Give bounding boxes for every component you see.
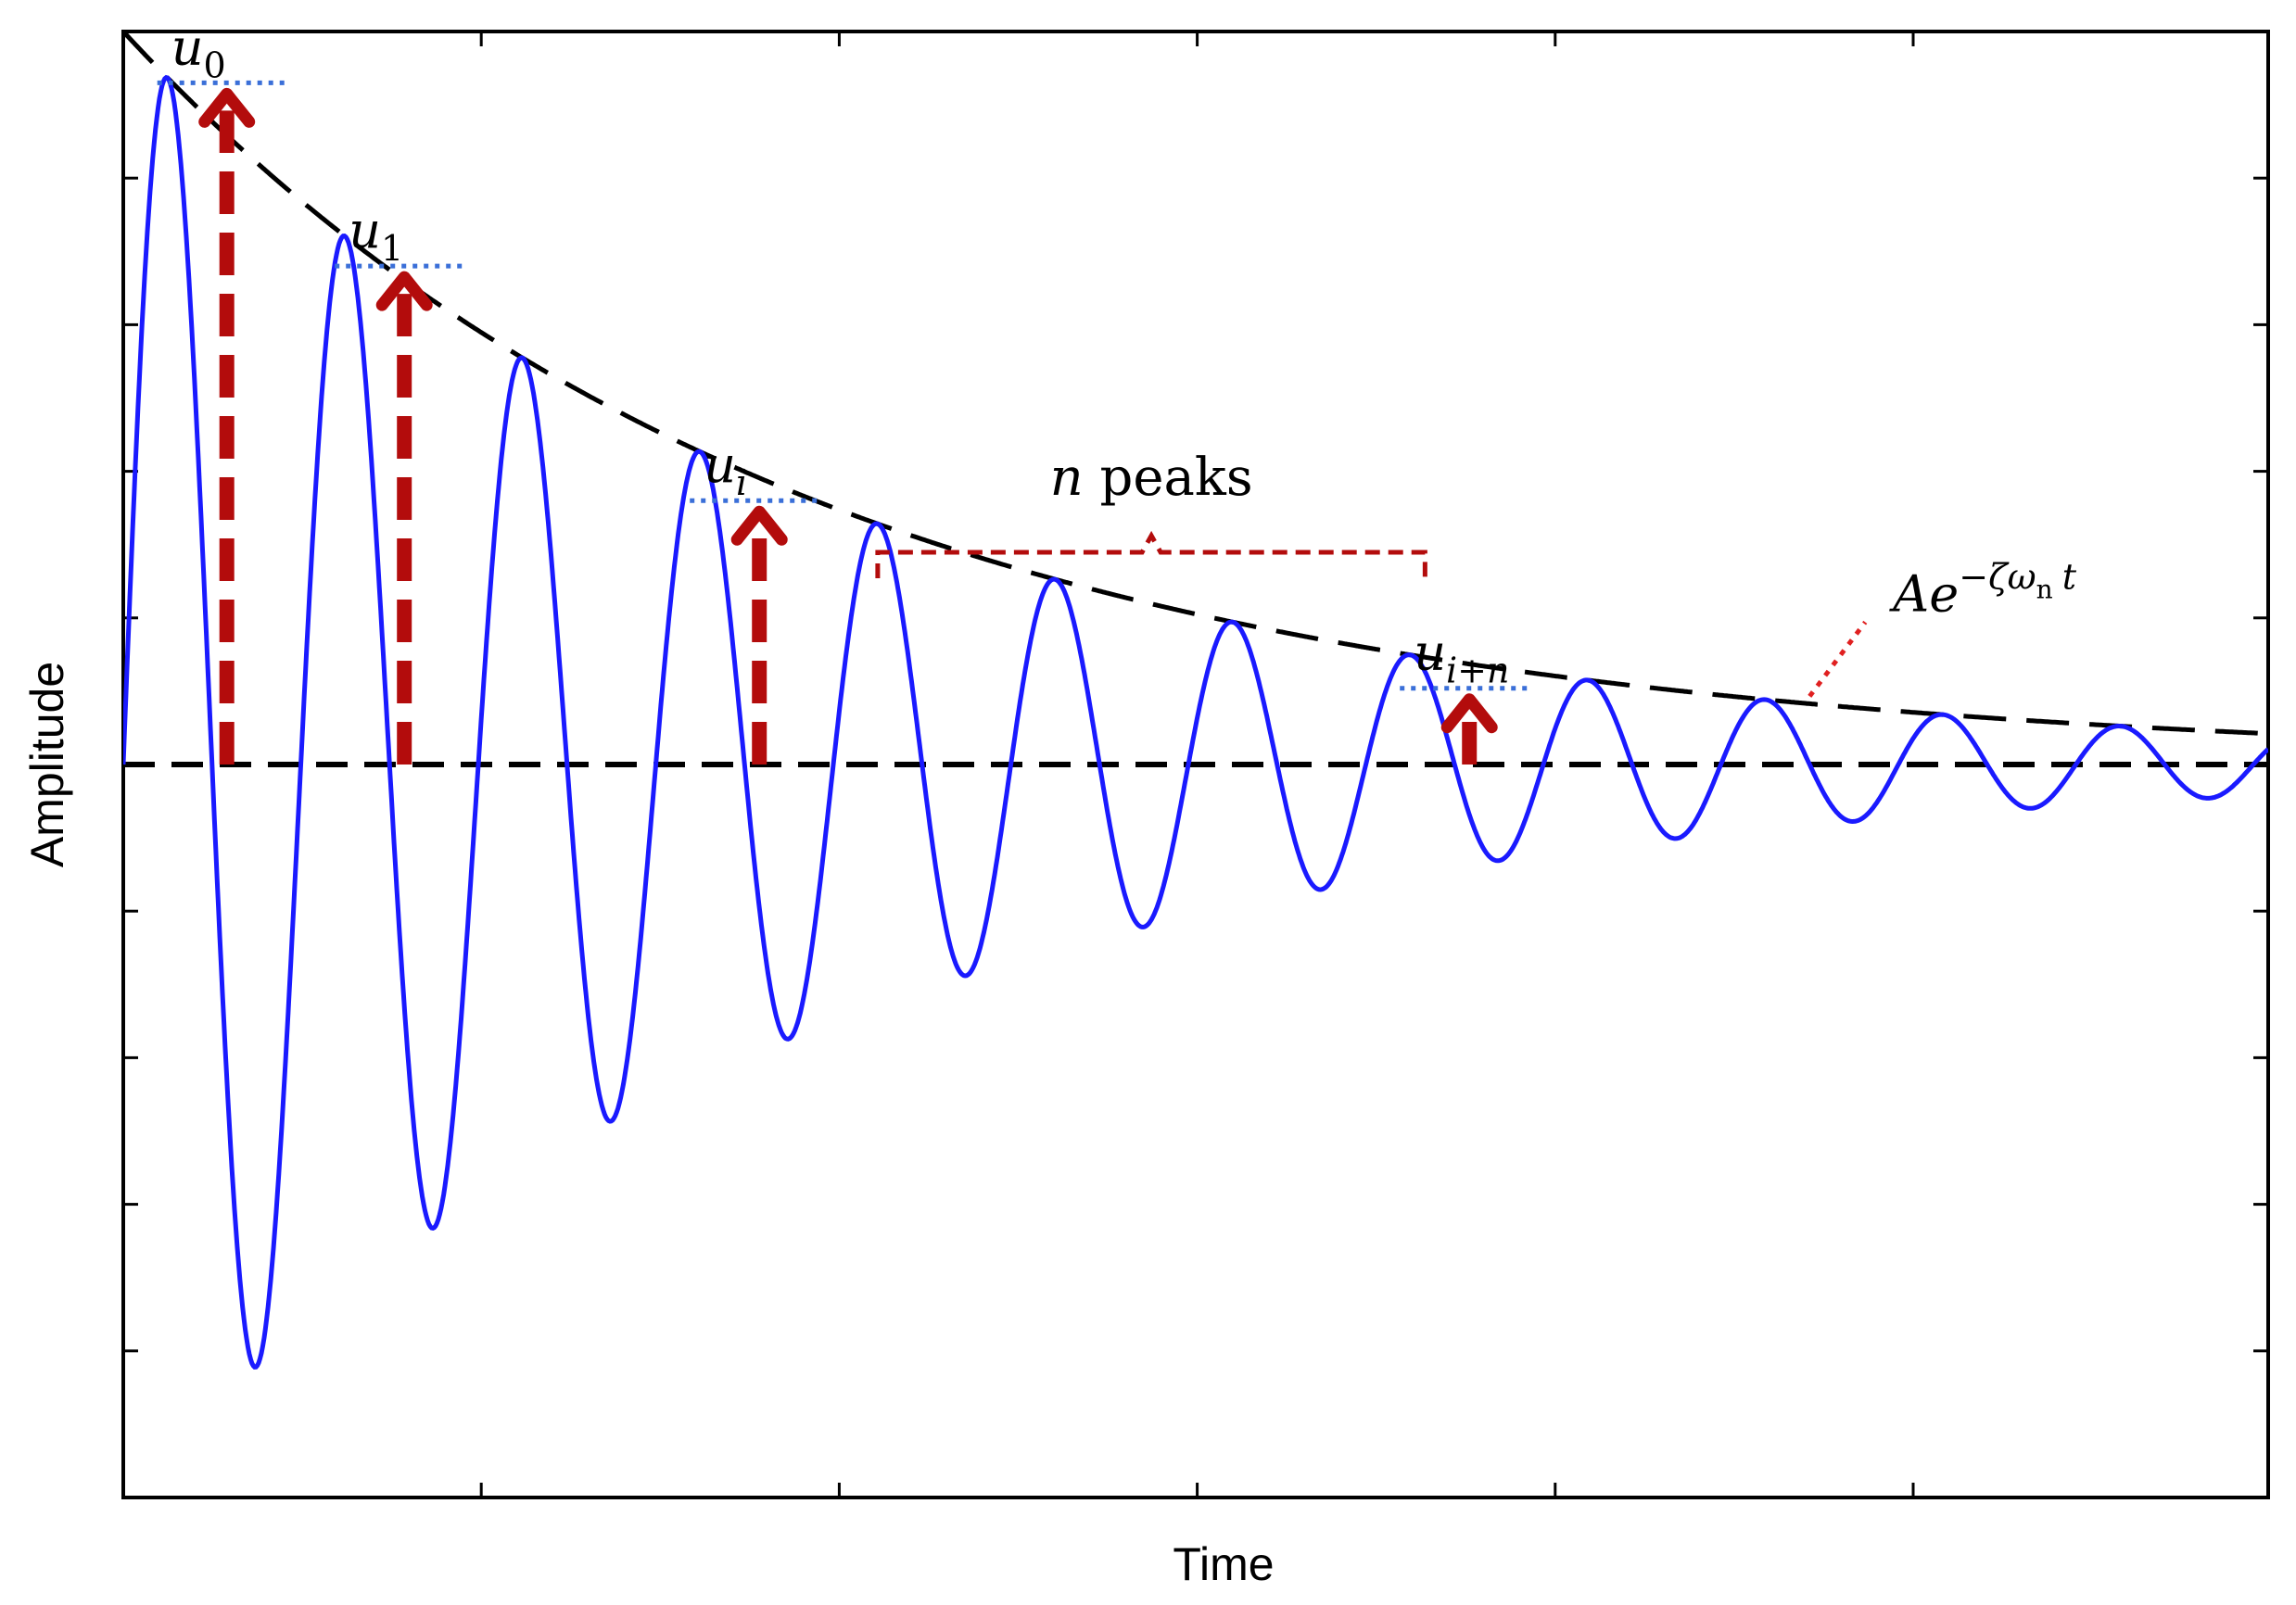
bracket-label: n peaks [1050,448,1253,508]
peak-label-subscript: 0 [203,44,225,85]
peak-label-base: u [704,436,736,494]
bracket-line [875,530,1427,578]
peak-label: u1 [349,201,403,269]
x-axis-title: Time [1173,1538,1274,1590]
amplitude-arrowhead [1440,693,1498,734]
envelope-annotation: Ae−ζωn t [1808,556,2077,698]
peak-label-subscript: 1 [381,228,403,269]
n-peaks-bracket: n peaks [875,448,1427,578]
peak-label-base: u [349,201,381,259]
decay-envelope [123,32,2268,737]
peak-label: ui+n [1414,624,1509,691]
bracket-label-var: n [1050,448,1084,508]
peak-label-base: u [171,18,204,76]
envelope-pointer [1808,620,1868,698]
envelope-formula-label: Ae−ζωn t [1888,556,2076,623]
peak-label: u0 [171,18,226,85]
peak-label-base: u [1414,624,1446,682]
peak-label: ui [704,436,747,503]
peak-label-subscript: i [736,462,747,503]
bracket-label-text: peaks [1084,448,1253,508]
amplitude-arrowhead [198,87,256,128]
amplitude-arrowhead [375,271,433,311]
damped-signal-line [123,74,2268,1370]
amplitude-arrowhead [730,505,788,546]
y-axis-title: Amplitude [21,662,73,867]
peak-label-subscript: i+n [1446,651,1509,691]
